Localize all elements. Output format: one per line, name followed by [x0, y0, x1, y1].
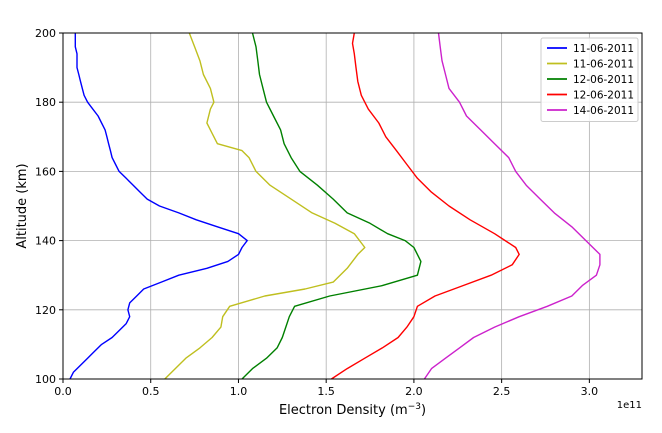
- x-axis-offset-label: 1e11: [617, 400, 642, 411]
- x-tick-label: 1.0: [230, 385, 248, 398]
- y-axis-label: Altitude (km): [15, 163, 30, 248]
- y-tick-label: 200: [35, 27, 56, 40]
- series-line-3: [241, 32, 422, 380]
- legend: 11-06-2011 11-06-2011 12-06-2011 12-06-2011…: [540, 37, 639, 122]
- y-tick-label: 140: [35, 235, 56, 248]
- x-axis-label: Electron Density (m−3): [279, 402, 426, 418]
- y-tick-label: 120: [35, 304, 56, 317]
- y-tick-label: 100: [35, 373, 56, 386]
- legend-entry: 12-06-2011: [573, 90, 634, 102]
- legend-entry: 11-06-2011: [573, 59, 634, 71]
- series-line-4: [331, 32, 520, 380]
- legend-box: [540, 37, 639, 122]
- x-tick-label: 2.0: [405, 385, 423, 398]
- x-tick-label: 1.5: [317, 385, 335, 398]
- y-tick-label: 180: [35, 96, 56, 109]
- x-tick-label: 3.0: [581, 385, 599, 398]
- series-line-2: [164, 32, 366, 380]
- x-tick-label: 0.5: [142, 385, 160, 398]
- x-tick-label: 2.5: [493, 385, 511, 398]
- series-layer: [69, 32, 601, 380]
- legend-entry: 14-06-2011: [573, 105, 634, 117]
- x-axis-label-sup: −3: [408, 402, 421, 412]
- legend-entry: 12-06-2011: [573, 74, 634, 86]
- series-line-5: [423, 32, 601, 380]
- x-axis-label-main: Electron Density (m: [279, 403, 408, 418]
- plot-frame: [62, 32, 643, 380]
- y-tick-label: 160: [35, 165, 56, 178]
- x-tick-label: 0.0: [54, 385, 72, 398]
- legend-entry: 11-06-2011: [573, 43, 634, 55]
- ticks: 0.0 0.5 1.0 1.5 2.0 2.5 3.0 100 120 140 160 180 200: [35, 27, 598, 398]
- series-line-1: [69, 33, 248, 380]
- x-axis-label-suffix: ): [421, 403, 426, 418]
